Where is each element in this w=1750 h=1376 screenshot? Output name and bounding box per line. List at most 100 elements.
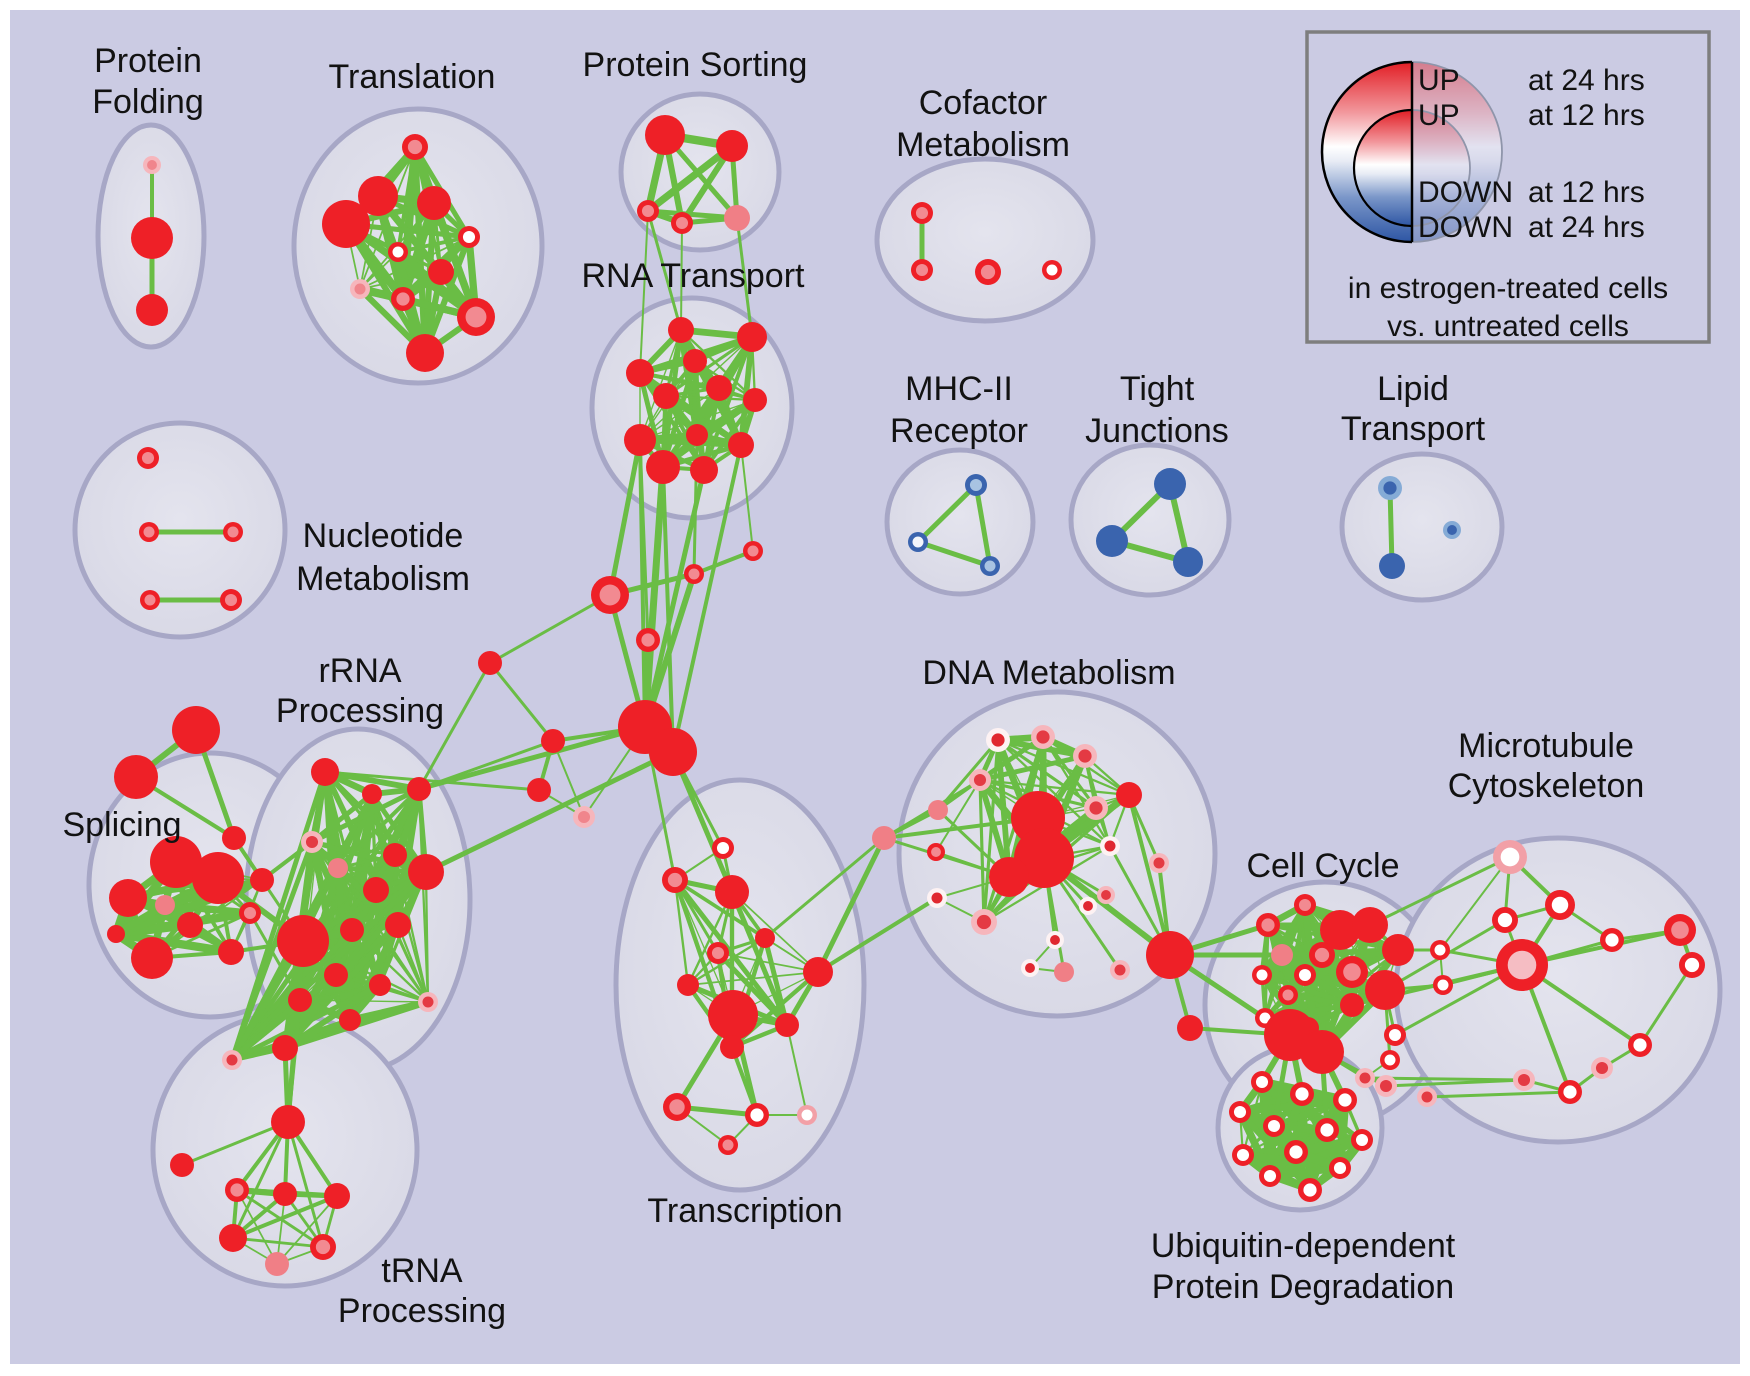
edge [735,216,754,339]
node [428,259,454,285]
node [418,992,438,1012]
edge [1384,1078,1526,1088]
edge [646,209,683,332]
node [671,212,693,234]
cluster-label-tj: Junctions [1085,412,1229,450]
edge [638,438,650,642]
edge [680,222,683,331]
cluster-ellipse-tx [613,777,867,1193]
cluster-label-ps: Protein Sorting [583,46,808,84]
node [1110,960,1130,980]
node [1336,956,1368,988]
node [1443,521,1461,539]
node [1492,907,1518,933]
node [311,758,339,786]
node [137,447,159,469]
node [1021,959,1039,977]
cluster-label-sp: Splicing [62,806,181,844]
node [1352,907,1388,943]
node [250,868,274,892]
edge [692,433,699,576]
node [1375,1075,1397,1097]
node [1378,476,1402,500]
node [225,1178,249,1202]
node [684,564,704,584]
node [724,205,750,231]
edge [671,443,743,754]
node [1493,840,1527,874]
node [1054,962,1074,982]
node [222,826,246,850]
cluster-label-tx: Transcription [647,1192,842,1230]
node [1433,975,1453,995]
node [927,843,945,861]
edge [639,210,649,374]
node [720,1035,744,1059]
node [218,939,244,965]
node [383,843,407,867]
node [109,879,147,917]
edge [322,769,422,792]
node [1417,1087,1437,1107]
edge [641,463,667,731]
node [328,858,348,878]
node [645,115,685,155]
node [728,432,754,458]
node [690,456,718,484]
edge [763,836,886,940]
cluster-ellipse-mh [884,447,1036,597]
node [965,474,987,496]
node [1315,1118,1339,1142]
node [1380,1050,1400,1070]
edge [935,779,981,853]
node [1591,1057,1613,1079]
node [177,912,203,938]
node [1355,1068,1375,1088]
node [1379,553,1405,579]
node [457,298,495,336]
node [155,895,175,915]
edge [715,950,790,1028]
node [707,942,729,964]
node [1154,468,1186,500]
node [637,200,659,222]
node [1278,985,1298,1005]
node [969,769,991,791]
edge [1041,735,1098,810]
edge [701,397,758,473]
edge [978,778,1131,797]
edge [323,770,541,792]
node [1256,913,1280,937]
edge [637,370,707,473]
edge [687,971,819,986]
cluster-label-ub: Ubiquitin-dependent [1151,1227,1456,1265]
node [1284,1140,1308,1164]
node [872,826,896,850]
cluster-label-pf: Protein [94,42,202,80]
node [192,852,244,904]
legend-outer-left-arc [1320,60,1413,244]
node [478,651,502,675]
node [1430,940,1450,960]
node [653,383,679,409]
node [107,925,125,943]
node [310,1234,336,1260]
node [1329,1157,1351,1179]
edge [762,935,790,1028]
node [458,226,480,248]
node [340,918,364,942]
node [1628,1033,1652,1057]
edge [661,465,675,754]
cluster-ellipse-tj [1068,442,1232,598]
node [1320,910,1360,950]
edge [731,891,819,973]
edge [1387,485,1395,569]
node [928,800,948,820]
node [1046,931,1064,949]
node [350,279,370,299]
edge [430,199,480,321]
edge [1368,855,1512,927]
edge [882,836,1011,879]
node [1513,1069,1535,1091]
node [402,134,428,160]
